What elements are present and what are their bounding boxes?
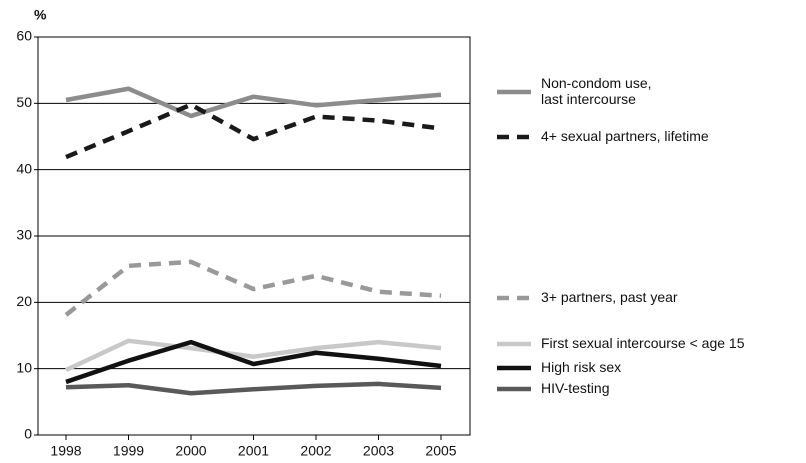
y-tick-label: 0	[24, 426, 32, 442]
series-line	[65, 381, 442, 396]
y-tick-label: 60	[16, 28, 32, 44]
x-tick-label: 2000	[175, 443, 206, 459]
x-tick-label: 2003	[363, 443, 394, 459]
legend-label: First sexual intercourse < age 15	[541, 335, 745, 351]
x-tick-label: 2002	[300, 443, 331, 459]
legend-label: 4+ sexual partners, lifetime	[541, 128, 709, 144]
x-tick-label: 1999	[113, 443, 144, 459]
series-line	[64, 259, 442, 317]
series-line	[65, 102, 442, 160]
series-line	[65, 339, 442, 385]
legend-label: HIV-testing	[541, 380, 609, 396]
y-tick-label: 50	[16, 94, 32, 110]
y-axis-label: %	[34, 7, 47, 23]
y-tick-label: 10	[16, 359, 32, 375]
y-tick-label: 20	[16, 293, 32, 309]
legend-label: Non-condom use, last intercourse	[541, 75, 652, 107]
x-tick-label: 1998	[50, 443, 81, 459]
series-line	[65, 86, 442, 119]
y-tick-label: 40	[16, 160, 32, 176]
x-tick-label: 2005	[425, 443, 456, 459]
series-line	[65, 338, 442, 373]
legend-label: High risk sex	[541, 359, 621, 375]
y-tick-label: 30	[16, 227, 32, 243]
x-tick-label: 2001	[238, 443, 269, 459]
legend-label: 3+ partners, past year	[541, 289, 678, 305]
